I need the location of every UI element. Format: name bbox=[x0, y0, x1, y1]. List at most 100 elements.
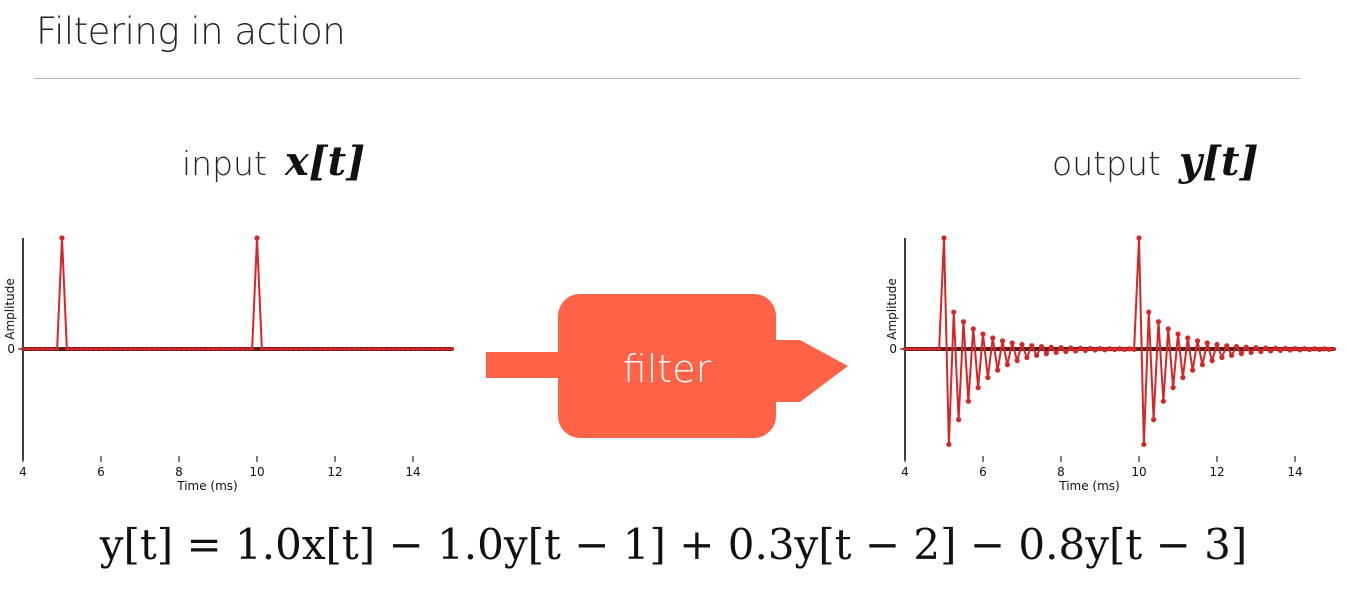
data-point bbox=[416, 347, 420, 351]
data-point bbox=[980, 331, 986, 337]
x-tick-label: 14 bbox=[405, 465, 420, 479]
data-point bbox=[1302, 346, 1308, 352]
input-caption: input x[t] bbox=[182, 138, 365, 198]
data-point bbox=[1180, 374, 1186, 381]
data-point bbox=[406, 347, 410, 351]
y-tick-label: 0 bbox=[889, 342, 897, 356]
data-point bbox=[1263, 345, 1269, 351]
data-point bbox=[999, 338, 1006, 344]
data-point bbox=[206, 347, 210, 351]
data-point bbox=[187, 347, 191, 351]
data-point bbox=[1136, 235, 1142, 241]
data-point bbox=[1219, 354, 1225, 361]
y-axis-label: Amplitude bbox=[885, 278, 899, 340]
data-point bbox=[148, 347, 152, 351]
data-point bbox=[1073, 348, 1079, 354]
data-point bbox=[162, 347, 166, 351]
output-plot: 0 4 6 8 10 12 14 Time (ms) Amplitude bbox=[882, 230, 1342, 510]
data-point bbox=[138, 347, 142, 351]
data-point bbox=[123, 347, 127, 351]
data-point bbox=[990, 335, 996, 341]
data-point bbox=[1121, 346, 1127, 353]
data-point bbox=[965, 398, 971, 404]
data-point bbox=[343, 347, 347, 351]
slide-title: Filtering in action bbox=[36, 10, 346, 53]
arrow-head-icon bbox=[760, 340, 848, 402]
data-point bbox=[951, 309, 957, 315]
data-point bbox=[985, 374, 991, 381]
data-point bbox=[941, 235, 947, 241]
data-point bbox=[1102, 347, 1108, 353]
data-point bbox=[157, 347, 162, 351]
data-point bbox=[75, 347, 79, 351]
data-point bbox=[313, 347, 318, 351]
data-point bbox=[177, 347, 181, 351]
data-point bbox=[26, 347, 30, 351]
data-point bbox=[216, 347, 220, 351]
input-caption-word: input bbox=[182, 144, 267, 183]
data-point bbox=[1204, 340, 1210, 346]
data-point bbox=[1209, 357, 1215, 364]
data-point bbox=[245, 347, 249, 351]
data-point bbox=[367, 347, 371, 351]
data-point bbox=[235, 347, 240, 351]
data-point bbox=[128, 347, 132, 351]
data-point bbox=[40, 347, 45, 351]
data-point bbox=[1029, 343, 1035, 349]
filter-block bbox=[558, 294, 776, 438]
data-point bbox=[50, 347, 54, 351]
data-point bbox=[1009, 340, 1015, 346]
data-point bbox=[1024, 354, 1030, 361]
data-point bbox=[913, 347, 917, 351]
data-point bbox=[1297, 347, 1303, 353]
data-point bbox=[211, 347, 215, 351]
data-point bbox=[1224, 343, 1230, 349]
data-point bbox=[975, 385, 981, 391]
data-point bbox=[143, 347, 147, 351]
x-tick-label: 4 bbox=[19, 465, 27, 479]
data-point bbox=[294, 347, 298, 351]
data-point bbox=[927, 347, 931, 351]
data-point bbox=[309, 347, 313, 351]
data-point bbox=[1268, 348, 1274, 354]
y-axis-label: Amplitude bbox=[3, 278, 17, 340]
data-point bbox=[109, 347, 113, 351]
data-point bbox=[387, 347, 391, 351]
filter-label: filter bbox=[623, 347, 712, 391]
data-point bbox=[1233, 343, 1240, 350]
data-point bbox=[201, 347, 205, 351]
data-point bbox=[430, 347, 435, 351]
data-point bbox=[318, 347, 322, 351]
data-point bbox=[299, 347, 303, 351]
data-point bbox=[1160, 398, 1166, 404]
data-point bbox=[1229, 352, 1235, 358]
data-point bbox=[918, 347, 922, 351]
data-point bbox=[1170, 385, 1176, 391]
data-point bbox=[1053, 349, 1059, 356]
data-point bbox=[104, 347, 108, 351]
data-point bbox=[70, 347, 74, 351]
data-point bbox=[1048, 344, 1054, 350]
data-point bbox=[1038, 343, 1045, 350]
data-point bbox=[1258, 348, 1264, 355]
x-tick-label: 8 bbox=[175, 465, 183, 479]
data-point bbox=[421, 347, 425, 351]
data-point bbox=[1107, 346, 1113, 352]
x-axis-label: Time (ms) bbox=[176, 479, 238, 493]
data-point bbox=[1287, 347, 1293, 353]
x-tick-label: 4 bbox=[901, 465, 909, 479]
data-point bbox=[118, 347, 123, 351]
data-point bbox=[956, 417, 962, 423]
data-point bbox=[1068, 345, 1074, 351]
data-point bbox=[1014, 357, 1020, 364]
data-point bbox=[435, 347, 439, 351]
data-point bbox=[328, 347, 332, 351]
data-point bbox=[1311, 346, 1318, 352]
data-point bbox=[352, 347, 357, 351]
data-point bbox=[932, 347, 936, 351]
data-point bbox=[401, 347, 405, 351]
data-point bbox=[1277, 347, 1283, 353]
data-point bbox=[1190, 367, 1196, 373]
data-point bbox=[1126, 346, 1132, 352]
data-point bbox=[445, 347, 449, 351]
